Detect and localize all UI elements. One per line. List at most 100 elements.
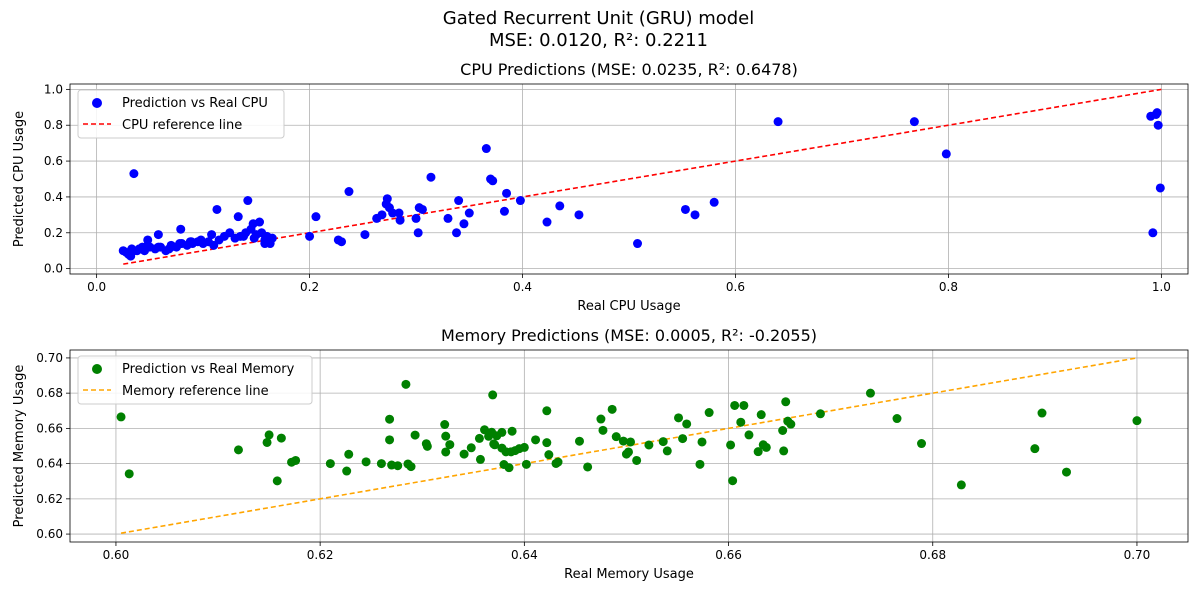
memory-data-point xyxy=(728,476,738,486)
memory-y-tick-label: 0.60 xyxy=(36,527,63,541)
memory-data-point xyxy=(480,425,490,435)
memory-y-tick-label: 0.66 xyxy=(36,421,63,435)
memory-data-point xyxy=(410,430,420,440)
memory-data-point xyxy=(116,412,126,422)
memory-chart: Memory Predictions (MSE: 0.0005, R²: -0.… xyxy=(12,326,1189,582)
cpu-y-tick-label: 0.0 xyxy=(44,262,63,276)
memory-data-point xyxy=(779,446,789,456)
memory-data-point xyxy=(361,457,371,467)
cpu-data-point xyxy=(502,188,512,198)
memory-x-tick-label: 0.66 xyxy=(715,548,742,562)
memory-data-point xyxy=(730,400,740,410)
memory-chart-y-axis-label: Predicted Memory Usage xyxy=(12,365,27,528)
cpu-x-tick-label: 0.0 xyxy=(87,280,106,294)
cpu-data-point xyxy=(574,210,584,220)
cpu-data-point xyxy=(377,210,387,220)
cpu-data-point xyxy=(243,196,253,206)
memory-data-point xyxy=(778,425,788,435)
memory-data-point xyxy=(385,435,395,445)
cpu-data-point xyxy=(207,230,217,240)
cpu-chart-title: CPU Predictions (MSE: 0.0235, R²: 0.6478… xyxy=(460,60,798,79)
cpu-data-point xyxy=(633,239,643,249)
memory-data-point xyxy=(644,440,654,450)
memory-data-point xyxy=(542,438,552,448)
memory-data-point xyxy=(1030,444,1040,454)
memory-data-point xyxy=(445,440,455,450)
cpu-x-tick-label: 1.0 xyxy=(1152,280,1171,294)
cpu-data-point xyxy=(499,206,509,216)
memory-data-point xyxy=(678,434,688,444)
memory-data-point xyxy=(786,419,796,429)
cpu-data-point xyxy=(411,213,421,223)
memory-data-point xyxy=(376,459,386,469)
cpu-y-tick-label: 0.2 xyxy=(44,226,63,240)
memory-data-point xyxy=(406,462,416,472)
memory-data-point xyxy=(697,437,707,447)
memory-data-point xyxy=(956,480,966,490)
memory-data-point xyxy=(781,397,791,407)
cpu-data-point xyxy=(709,197,719,207)
cpu-data-point xyxy=(212,204,222,214)
memory-data-point xyxy=(596,414,606,424)
memory-data-point xyxy=(695,459,705,469)
memory-data-point xyxy=(544,450,554,460)
cpu-data-point xyxy=(196,235,206,245)
memory-data-point xyxy=(276,433,286,443)
cpu-data-point xyxy=(1155,183,1165,193)
memory-data-point xyxy=(497,427,507,437)
cpu-data-point xyxy=(153,230,163,240)
cpu-data-point xyxy=(459,219,469,229)
memory-data-point xyxy=(632,455,642,465)
memory-data-point xyxy=(626,437,636,447)
memory-data-point xyxy=(553,457,563,467)
memory-data-point xyxy=(607,404,617,414)
memory-data-point xyxy=(531,435,541,445)
cpu-chart: CPU Predictions (MSE: 0.0235, R²: 0.6478… xyxy=(12,60,1189,314)
memory-y-tick-label: 0.70 xyxy=(36,351,63,365)
memory-data-point xyxy=(291,455,301,465)
memory-x-tick-label: 0.70 xyxy=(1124,548,1151,562)
cpu-x-tick-label: 0.8 xyxy=(939,280,958,294)
memory-data-point xyxy=(459,449,469,459)
memory-chart-x-axis-label: Real Memory Usage xyxy=(564,567,694,582)
memory-data-point xyxy=(726,440,736,450)
cpu-legend-label-reference: CPU reference line xyxy=(122,118,242,133)
cpu-x-tick-label: 0.4 xyxy=(513,280,532,294)
cpu-data-point xyxy=(249,233,259,243)
cpu-x-tick-label: 0.6 xyxy=(726,280,745,294)
cpu-data-point xyxy=(311,212,321,222)
memory-data-point xyxy=(233,445,243,455)
memory-data-point xyxy=(475,454,485,464)
memory-data-point xyxy=(662,446,672,456)
memory-data-point xyxy=(325,459,335,469)
memory-chart-frame xyxy=(69,349,1189,543)
cpu-data-point xyxy=(176,224,186,234)
memory-data-point xyxy=(756,410,766,420)
memory-data-point xyxy=(739,400,749,410)
memory-data-point xyxy=(440,420,450,430)
cpu-data-point xyxy=(555,201,565,211)
cpu-chart-legend-box xyxy=(77,89,285,139)
cpu-data-point xyxy=(1152,108,1162,118)
cpu-data-point xyxy=(464,208,474,218)
memory-data-point xyxy=(658,437,668,447)
cpu-data-point xyxy=(233,212,243,222)
memory-data-point xyxy=(542,406,552,416)
memory-chart-points xyxy=(116,379,1142,490)
cpu-data-point xyxy=(344,187,354,197)
figure-title: Gated Recurrent Unit (GRU) model xyxy=(442,8,755,29)
memory-chart-title: Memory Predictions (MSE: 0.0005, R²: -0.… xyxy=(441,326,817,345)
cpu-data-point xyxy=(488,176,498,186)
cpu-y-tick-label: 0.8 xyxy=(44,118,63,132)
memory-data-point xyxy=(917,439,927,449)
cpu-data-point xyxy=(305,231,315,241)
memory-data-point xyxy=(401,379,411,389)
memory-data-point xyxy=(504,463,514,473)
memory-data-point xyxy=(272,476,282,486)
cpu-data-point xyxy=(941,149,951,159)
memory-data-point xyxy=(583,462,593,472)
cpu-data-point xyxy=(481,144,491,154)
memory-data-point xyxy=(761,442,771,452)
cpu-chart-frame xyxy=(69,83,1189,275)
memory-data-point xyxy=(466,443,476,453)
